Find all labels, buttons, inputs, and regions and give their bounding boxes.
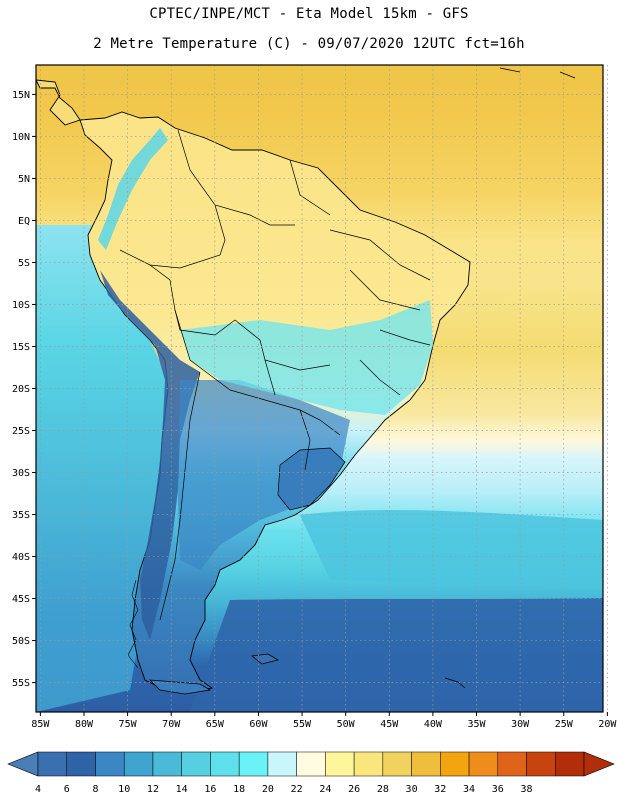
colorbar-label: 4 [35,784,41,795]
tierra-del-fuego [148,679,212,695]
lon-label: 75W [119,719,138,730]
colorbar-swatch [382,751,412,777]
colorbar-swatch [526,751,556,777]
lat-label: 10S [12,300,30,311]
lat-label: 45S [12,594,30,605]
lat-label: 5S [18,258,30,269]
south-atlantic-cold-band [190,598,603,712]
colorbar-label: 6 [64,784,70,795]
colorbar-swatch [325,751,355,777]
colorbar-label: 16 [204,784,216,795]
lat-label: 55S [12,678,30,689]
colorbar-swatch [267,751,297,777]
lon-label: 25W [555,719,574,730]
temperature-map: 15N 10N 5N EQ 5S 10S 15S 20S 25S 30S 35S 40S 45S 50S 5… [12,64,617,730]
lat-lon-grid [36,65,608,712]
colorbar-label: 32 [434,784,446,795]
colorbar-swatch [353,751,384,777]
lat-label: 30S [12,468,30,479]
falkland-islands [251,653,280,665]
lon-label: 30W [511,719,530,730]
map-title-line2: 2 Metre Temperature (C) - 09/07/2020 12U… [93,36,525,52]
colorbar-swatch [555,751,585,777]
colorbar-label: 22 [291,784,303,795]
southern-cone-blue [178,380,350,570]
colorbar-label: 36 [492,784,504,795]
temperature-colorbar: 4 6 8 10 12 14 16 18 20 22 24 26 28 30 32 34 36 38 [7,751,615,795]
lat-label: 25S [12,426,30,437]
colorbar-swatch [181,751,211,777]
colorbar-label: 24 [319,784,331,795]
lon-label: 55W [293,719,312,730]
central-cyan-band [180,300,433,415]
latitude-labels: 15N 10N 5N EQ 5S 10S 15S 20S 25S 30S 35S 40S 45S 50S 5… [12,90,36,689]
lat-label: 20S [12,384,30,395]
lon-label: 65W [206,719,225,730]
colorbar-swatch [238,751,269,777]
colorbar-swatch [210,751,240,777]
map-title-line1: CPTEC/INPE/MCT - Eta Model 15km - GFS [149,6,469,22]
lat-label: 35S [12,510,30,521]
cuba-hispaniola [499,67,576,79]
colorbar-label: 12 [147,784,159,795]
lat-label: 50S [12,636,30,647]
colorbar-swatch [440,751,470,777]
colorbar-swatch [296,751,326,777]
colorbar-swatch [152,751,182,777]
country-borders [119,129,431,621]
colorbar-boxes [7,751,615,777]
south-georgia [444,677,466,689]
lon-label: 50W [337,719,356,730]
colorbar-label: 20 [262,784,274,795]
colorbar-label: 28 [377,784,389,795]
lat-label: EQ [18,216,30,227]
lat-label: 15S [12,342,30,353]
colorbar-swatch [95,751,125,777]
colorbar-labels: 4 6 8 10 12 14 16 18 20 22 24 26 28 30 32 34 36 38 [35,784,533,795]
colorbar-swatch [37,751,67,777]
northern-andes-cyan [98,128,168,250]
lon-label: 45W [380,719,399,730]
colorbar-label: 18 [233,784,245,795]
colorbar-label: 30 [406,784,418,795]
colorbar-label: 8 [92,784,98,795]
lon-label: 70W [162,719,181,730]
colorbar-swatch [123,751,154,777]
andes-cold-band [100,270,200,640]
colorbar-label: 14 [176,784,188,795]
lon-label: 60W [249,719,268,730]
lon-label: 40W [424,719,443,730]
colorbar-swatch [411,751,441,777]
lon-label: 20W [598,719,617,730]
lat-label: 15N [12,90,30,101]
colorbar-left-arrow [7,751,39,777]
colorbar-label: 38 [521,784,533,795]
colorbar-label: 10 [118,784,130,795]
lat-label: 10N [12,132,30,143]
colorbar-swatch [66,751,96,777]
colorbar-swatch [497,751,527,777]
lon-label: 80W [75,719,94,730]
lon-label: 85W [31,719,50,730]
lat-label: 5N [18,174,30,185]
colorbar-label: 26 [348,784,360,795]
south-atlantic-cool-band [300,510,603,590]
central-america [36,79,81,126]
colorbar-label: 34 [463,784,475,795]
lon-label: 35W [467,719,486,730]
uruguay-region [277,447,346,511]
lat-label: 40S [12,552,30,563]
chile-fjords [127,579,139,669]
longitude-labels: 85W 80W 75W 70W 65W 60W 55W 50W 45W 40W 35W 30W 25W 2… [31,712,617,730]
colorbar-right-arrow [583,751,615,777]
colorbar-swatch [468,751,499,777]
